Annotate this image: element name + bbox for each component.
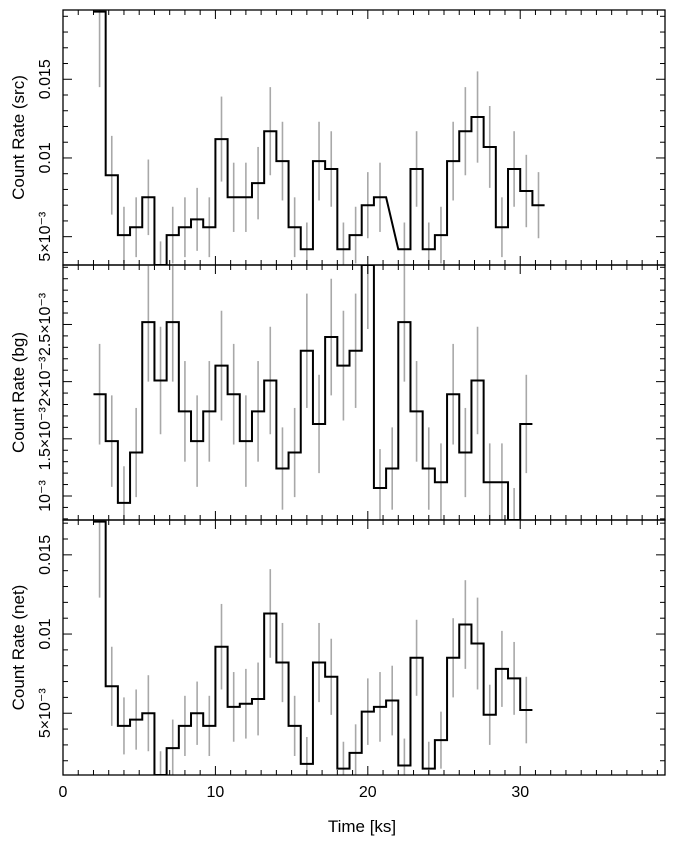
- x-tick-label: 0: [59, 784, 68, 801]
- y-axis-label-src: Count Rate (src): [9, 75, 28, 200]
- x-tick-label: 30: [511, 784, 529, 801]
- x-axis-label: Time [ks]: [328, 817, 396, 836]
- panel-src: 5×10⁻³ 0.01 0.015 Count Rate (src): [9, 9, 666, 266]
- y-axis-label-net: Count Rate (net): [9, 585, 28, 711]
- panel-net: 5×10⁻³ 0.01 0.015 Count Rate (net): [9, 519, 666, 776]
- y-tick-label: 2×10⁻³: [37, 356, 54, 406]
- x-tick-label: 20: [359, 784, 377, 801]
- y-tick-label: 5×10⁻³: [37, 688, 54, 738]
- y-tick-label: 10⁻³: [37, 480, 54, 512]
- panels: 5×10⁻³ 0.01 0.015 Count Rate (src) 10⁻³ 1.5×1…: [9, 9, 666, 776]
- panel-bg: 10⁻³ 1.5×10⁻³2×10⁻³2.5×10⁻³ Count Rate (bg…: [9, 264, 666, 521]
- panel-plot-area: [93, 265, 533, 520]
- panel-plot-area: [93, 10, 545, 265]
- histogram-bg: [93, 265, 533, 520]
- y-tick-label: 0.01: [37, 142, 54, 173]
- y-tick-label: 2.5×10⁻³: [37, 292, 54, 356]
- x-tick-label: 10: [207, 784, 225, 801]
- y-tick-label: 1.5×10⁻³: [37, 407, 54, 471]
- x-axis: 0 10 20 30: [59, 784, 530, 801]
- panel-frame: [62, 519, 666, 776]
- panel-frame: [62, 264, 666, 521]
- y-tick-label: 0.01: [37, 618, 54, 649]
- histogram-net: [93, 520, 533, 775]
- panel-plot-area: [93, 520, 533, 775]
- y-tick-label: 0.015: [37, 59, 54, 99]
- y-axis-label-bg: Count Rate (bg): [9, 332, 28, 453]
- y-tick-label: 0.015: [37, 535, 54, 575]
- panel-frame: [62, 9, 666, 266]
- y-tick-label: 5×10⁻³: [37, 211, 54, 261]
- histogram-src: [93, 10, 545, 265]
